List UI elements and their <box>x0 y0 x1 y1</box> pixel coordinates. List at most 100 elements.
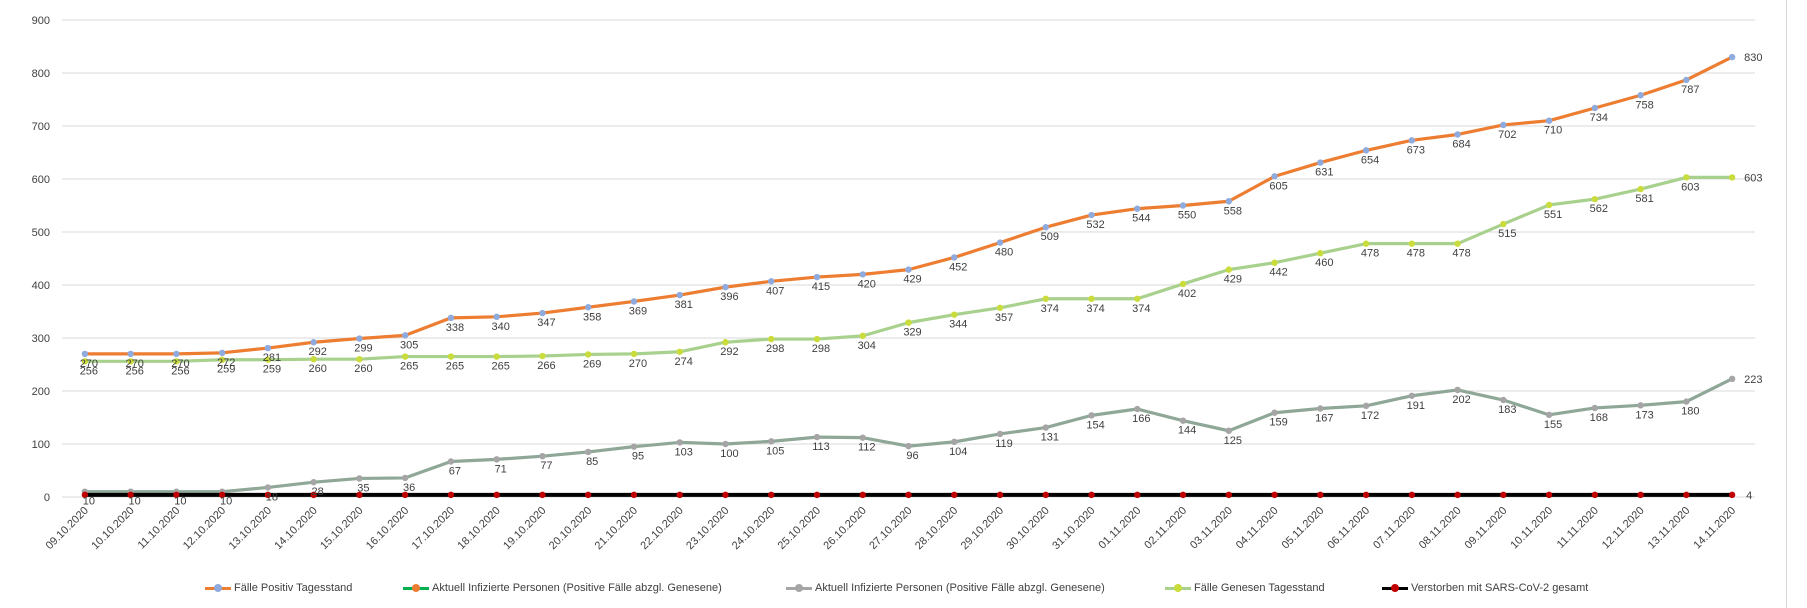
x-tick-label: 04.11.2020 <box>1234 505 1281 552</box>
data-point <box>447 314 455 322</box>
data-point <box>996 239 1004 246</box>
data-point <box>722 339 729 346</box>
legend-swatch <box>786 582 812 594</box>
legend-swatch <box>205 582 231 594</box>
x-tick-label: 12.11.2020 <box>1600 505 1647 552</box>
series-line <box>84 55 1733 356</box>
data-point <box>1225 427 1232 434</box>
data-label: 223 <box>1744 374 1762 386</box>
data-label: 270 <box>125 358 143 370</box>
data-point <box>768 491 775 499</box>
data-label: 28 <box>312 486 324 498</box>
legend-swatch <box>403 582 429 594</box>
y-tick-label: 700 <box>32 121 50 133</box>
legend-swatch <box>1382 582 1408 594</box>
data-labels: 270 270 270 272 281 292 299 305 338 340 347 358 369 3… <box>80 52 1763 508</box>
legend-label: Verstorben mit SARS-CoV-2 gesamt <box>1411 582 1589 594</box>
y-tick-label: 900 <box>32 15 50 27</box>
data-point <box>1637 185 1644 193</box>
data-label: 374 <box>1041 303 1059 315</box>
data-point <box>1362 240 1370 247</box>
x-tick-label: 30.10.2020 <box>1004 505 1051 552</box>
data-point <box>813 335 821 343</box>
legend-label: Aktuell Infizierte Personen (Positive Fä… <box>432 582 722 594</box>
data-point <box>401 474 409 482</box>
data-label: 154 <box>1086 419 1104 431</box>
y-tick-label: 300 <box>32 333 50 345</box>
legend-swatch-dot <box>412 584 420 592</box>
x-tick-label: 26.10.2020 <box>821 505 868 552</box>
data-label: 478 <box>1361 248 1379 260</box>
data-label: 452 <box>949 261 967 273</box>
data-label: 357 <box>995 312 1013 324</box>
data-point <box>1728 375 1736 383</box>
data-point <box>1134 405 1141 413</box>
data-point <box>1042 224 1049 231</box>
data-point <box>173 491 180 499</box>
data-point <box>1683 398 1690 405</box>
data-point <box>905 319 912 326</box>
y-tick-label: 800 <box>32 68 50 80</box>
data-point <box>1362 147 1370 154</box>
data-point <box>310 478 317 486</box>
data-point <box>1225 266 1232 273</box>
data-label: 166 <box>1132 413 1150 425</box>
legend-swatch-dot <box>214 584 222 592</box>
data-point <box>1362 402 1370 410</box>
data-label: 35 <box>357 482 369 494</box>
data-point <box>218 491 226 499</box>
x-tick-label: 24.10.2020 <box>730 505 777 552</box>
data-label: 131 <box>1041 432 1059 444</box>
data-point <box>539 309 546 317</box>
data-label: 85 <box>586 456 598 468</box>
data-point <box>1591 404 1599 412</box>
data-point <box>1637 491 1644 499</box>
data-point <box>630 443 638 450</box>
legend-item: Aktuell Infizierte Personen (Positive Fä… <box>786 582 1105 594</box>
data-label: 256 <box>80 365 98 377</box>
data-label: 270 <box>171 358 189 370</box>
x-tick-label: 20.10.2020 <box>547 505 594 552</box>
x-tick-label: 13.10.2020 <box>227 505 274 552</box>
data-label: 429 <box>1224 274 1242 286</box>
data-point <box>493 491 500 499</box>
legend-label: Aktuell Infizierte Personen (Positive Fä… <box>815 582 1105 594</box>
data-label: 374 <box>1132 303 1150 315</box>
data-label: 67 <box>449 465 461 477</box>
data-point <box>768 335 775 343</box>
data-point <box>1134 491 1141 499</box>
data-label: 159 <box>1269 417 1287 429</box>
y-tick-label: 200 <box>32 386 50 398</box>
data-point <box>1728 53 1736 61</box>
data-point <box>493 456 500 463</box>
x-axis: 09.10.202010.10.202011.10.202012.10.2020… <box>44 505 1739 552</box>
x-tick-label: 17.10.2020 <box>410 505 457 552</box>
x-tick-label: 11.10.2020 <box>136 505 183 552</box>
data-label: 304 <box>858 340 876 352</box>
x-tick-label: 06.11.2020 <box>1325 505 1372 552</box>
data-point <box>1454 240 1461 247</box>
data-point <box>356 356 363 363</box>
data-point <box>1637 402 1644 409</box>
data-point <box>722 491 729 499</box>
data-point <box>859 271 866 278</box>
data-label: 298 <box>766 343 784 355</box>
data-label: 374 <box>1086 303 1104 315</box>
legend-item: Fälle Positiv Tagesstand <box>205 582 352 594</box>
data-point <box>1591 104 1599 112</box>
data-point <box>905 266 912 273</box>
data-point <box>356 491 363 499</box>
data-point <box>310 356 317 363</box>
legend-item: Verstorben mit SARS-CoV-2 gesamt <box>1382 582 1588 594</box>
data-label: 710 <box>1544 125 1562 137</box>
data-label: 269 <box>583 358 601 370</box>
data-label: 155 <box>1544 419 1562 431</box>
data-point <box>1271 259 1278 266</box>
data-point <box>127 491 134 499</box>
data-label: 292 <box>308 346 326 358</box>
data-point <box>1454 386 1461 394</box>
data-point <box>630 491 638 499</box>
data-point <box>1683 76 1690 84</box>
data-label: 173 <box>1635 409 1653 421</box>
data-point <box>127 350 134 358</box>
